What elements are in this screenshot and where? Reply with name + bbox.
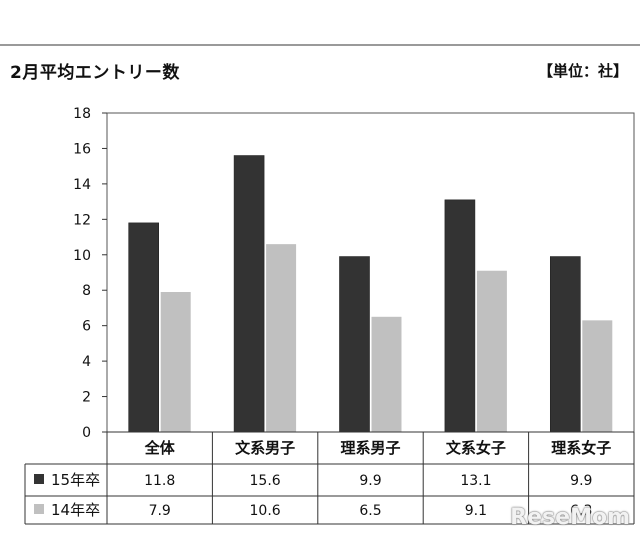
y-tick-label: 18	[73, 106, 91, 122]
data-label: 11.8	[144, 473, 175, 489]
legend-swatch	[34, 474, 44, 484]
legend-swatch	[34, 504, 44, 514]
legend-label: 14年卒	[51, 501, 100, 519]
bar-series-1	[233, 155, 265, 433]
bar-series-1	[339, 256, 370, 433]
y-tick-label: 16	[73, 141, 91, 157]
bar-series-2	[266, 244, 297, 432]
y-tick-label: 10	[73, 248, 91, 264]
data-label: 9.9	[570, 473, 592, 489]
y-tick-label: 8	[82, 283, 91, 299]
y-tick-label: 4	[82, 354, 91, 370]
data-label: 9.1	[465, 503, 487, 519]
data-label: 9.9	[359, 473, 381, 489]
data-label: 13.1	[460, 473, 491, 489]
bar-series-1	[549, 256, 581, 433]
y-tick-label: 2	[82, 390, 91, 406]
data-label: 15.6	[250, 473, 281, 489]
x-tick-label: 文系男子	[235, 439, 295, 457]
unit-label: 【単位：社】	[537, 62, 628, 80]
data-label: 10.6	[250, 503, 281, 519]
bar-series-2	[476, 270, 507, 432]
x-tick-label: 全体	[144, 439, 176, 457]
x-tick-label: 理系女子	[551, 439, 611, 457]
top-divider	[0, 44, 640, 46]
bar-series-2	[582, 320, 613, 432]
y-tick-label: 12	[73, 212, 91, 228]
x-tick-label: 文系女子	[446, 439, 506, 457]
watermark-logo: ReseMom	[510, 505, 630, 530]
bar-series-1	[128, 222, 159, 433]
bar-series-2	[160, 291, 191, 432]
y-tick-label: 14	[73, 177, 91, 193]
data-label: 7.9	[149, 503, 171, 519]
y-tick-label: 6	[82, 319, 91, 335]
y-tick-label: 0	[82, 425, 91, 441]
x-tick-label: 理系男子	[340, 439, 400, 457]
bar-series-2	[371, 316, 402, 432]
bar-series-1	[444, 199, 476, 433]
chart-title: 2月平均エントリー数	[10, 63, 180, 83]
data-label: 6.3	[570, 503, 592, 519]
data-label: 6.5	[359, 503, 381, 519]
legend-label: 15年卒	[51, 471, 100, 489]
